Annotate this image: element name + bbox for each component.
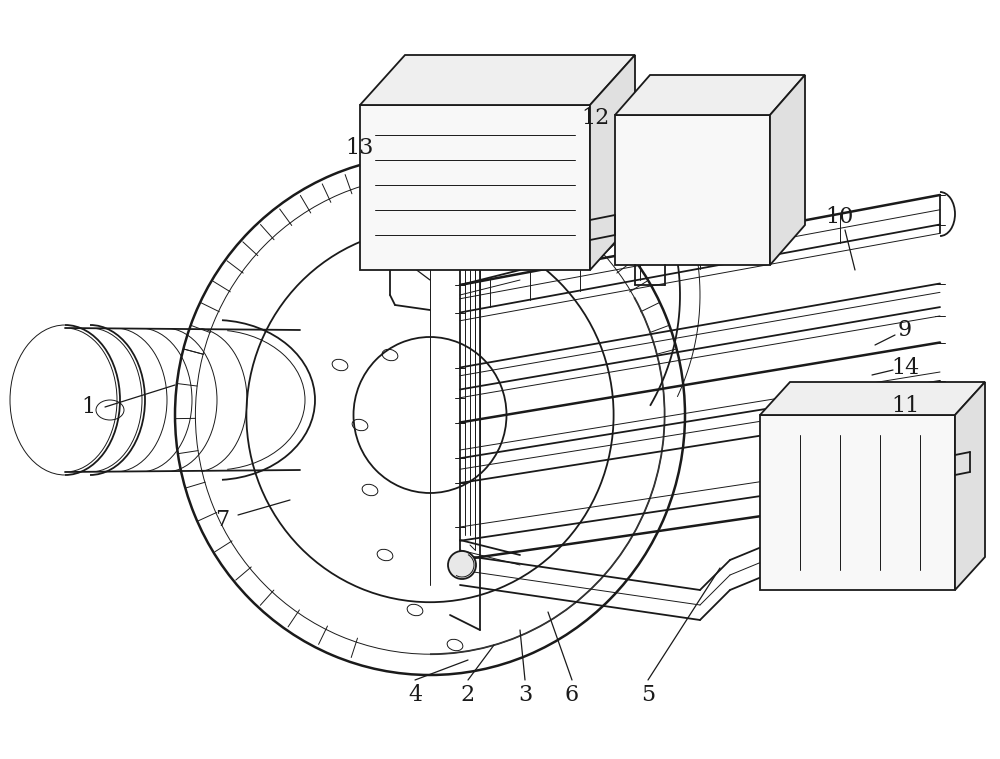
Text: 6: 6 <box>565 684 579 706</box>
Polygon shape <box>590 55 635 270</box>
Text: 13: 13 <box>346 137 374 159</box>
Polygon shape <box>360 105 590 270</box>
Text: 9: 9 <box>898 319 912 341</box>
Text: 4: 4 <box>408 684 422 706</box>
Polygon shape <box>760 415 955 590</box>
Text: 5: 5 <box>641 684 655 706</box>
Polygon shape <box>955 382 985 590</box>
Polygon shape <box>760 382 985 415</box>
Polygon shape <box>360 55 635 105</box>
Text: 3: 3 <box>518 684 532 706</box>
Text: 10: 10 <box>826 206 854 228</box>
Polygon shape <box>770 75 805 265</box>
Text: 14: 14 <box>891 357 919 379</box>
Ellipse shape <box>448 551 476 579</box>
Text: 11: 11 <box>891 395 919 417</box>
Text: 1: 1 <box>81 396 95 418</box>
Text: 7: 7 <box>215 509 229 531</box>
Text: 2: 2 <box>461 684 475 706</box>
Polygon shape <box>615 75 805 115</box>
Text: 12: 12 <box>581 107 609 129</box>
Polygon shape <box>615 115 770 265</box>
